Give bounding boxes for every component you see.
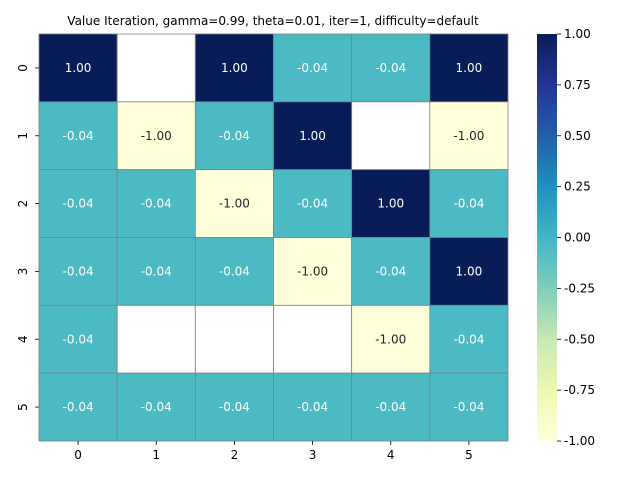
- cell-value-label: -0.04: [63, 129, 94, 143]
- cell-value-label: -0.04: [219, 264, 250, 278]
- cell-value-label: -1.00: [453, 129, 484, 143]
- cell-value-label: -0.04: [297, 197, 328, 211]
- cell-value-label: -0.04: [375, 61, 406, 75]
- cell-value-label: 1.00: [456, 61, 483, 75]
- heatmap-cell: [429, 372, 509, 442]
- y-axis: 0 1 2 3 4 5: [16, 64, 39, 411]
- heatmap-cell: [351, 169, 431, 238]
- heatmap-cell: [194, 237, 274, 306]
- cell-value-label: -0.04: [141, 264, 172, 278]
- cell-value-label: -0.04: [453, 332, 484, 346]
- cell-value-label: -0.04: [141, 400, 172, 414]
- x-tick-label: 2: [231, 448, 239, 462]
- heatmap-cell: [273, 33, 353, 103]
- cell-value-label: 1.00: [221, 61, 248, 75]
- heatmap-cell: [194, 101, 274, 171]
- heatmap-cell: [351, 33, 431, 103]
- x-axis: 0 1 2 3 4 5: [74, 441, 473, 462]
- y-tick-label: 5: [16, 403, 30, 411]
- x-tick-label: 3: [309, 448, 317, 462]
- cell-value-label: -0.04: [141, 197, 172, 211]
- colorbar-gradient: [537, 34, 557, 441]
- cell-value-label: -0.04: [63, 264, 94, 278]
- heatmap-cell: [351, 101, 431, 171]
- heatmap-cell: [429, 237, 509, 306]
- colorbar-tick-label: 0.25: [564, 180, 591, 194]
- heatmap-cell: [194, 33, 274, 103]
- cell-value-label: -0.04: [63, 400, 94, 414]
- heatmap-cell: [429, 33, 509, 103]
- colorbar: 1.00 0.75 0.50 0.25 0.00 -0.25 -0.50 -0.75 -1.00: [537, 27, 595, 448]
- cell-value-label: -1.00: [297, 264, 328, 278]
- cell-value-label: -0.04: [375, 264, 406, 278]
- heatmap-cells: [38, 33, 509, 442]
- cell-value-label: -0.04: [219, 400, 250, 414]
- heatmap-cell: [351, 237, 431, 306]
- colorbar-tick-label: 0.00: [564, 231, 591, 245]
- heatmap-cell: [116, 237, 196, 306]
- cell-value-label: -0.04: [297, 61, 328, 75]
- heatmap-cell: [273, 304, 353, 374]
- x-tick-label: 4: [387, 448, 395, 462]
- heatmap-cell: [429, 169, 509, 238]
- cell-value-label: -0.04: [297, 400, 328, 414]
- cell-value-label: 1.00: [377, 197, 404, 211]
- heatmap-cell: [273, 372, 353, 442]
- y-tick-label: 0: [16, 64, 30, 72]
- cell-value-label: -1.00: [141, 129, 172, 143]
- cell-value-label: -0.04: [375, 400, 406, 414]
- heatmap-cell: [194, 372, 274, 442]
- y-tick-label: 3: [16, 268, 30, 276]
- cell-value-label: -0.04: [63, 197, 94, 211]
- colorbar-tick-label: -0.75: [564, 383, 595, 397]
- heatmap-cell: [116, 169, 196, 238]
- heatmap-cell: [194, 304, 274, 374]
- x-tick-label: 1: [152, 448, 160, 462]
- heatmap-cell: [116, 372, 196, 442]
- heatmap-cell: [116, 33, 196, 103]
- heatmap-cell: [273, 169, 353, 238]
- cell-value-label: -0.04: [63, 332, 94, 346]
- colorbar-tick-label: -0.25: [564, 281, 595, 295]
- cell-value-label: 1.00: [65, 61, 92, 75]
- x-tick-label: 0: [74, 448, 82, 462]
- heatmap-cell: [429, 304, 509, 374]
- cell-value-label: 1.00: [456, 264, 483, 278]
- heatmap-cell: [38, 33, 118, 103]
- y-tick-label: 4: [16, 335, 30, 343]
- heatmap-cell: [429, 101, 509, 171]
- chart-title: Value Iteration, gamma=0.99, theta=0.01,…: [67, 14, 479, 28]
- colorbar-tick-label: 0.50: [564, 129, 591, 143]
- colorbar-tick-label: 1.00: [564, 27, 591, 41]
- y-tick-label: 2: [16, 200, 30, 208]
- colorbar-tick-label: -0.50: [564, 332, 595, 346]
- heatmap-cell-labels: 1.00 1.00 -0.04 -0.04 1.00 -0.04 -1.00 -0.04 1.0…: [63, 61, 485, 414]
- cell-value-label: 1.00: [299, 129, 326, 143]
- cell-value-label: -0.04: [453, 400, 484, 414]
- cell-value-label: -0.04: [219, 129, 250, 143]
- heatmap-cell: [38, 237, 118, 306]
- heatmap-cell: [38, 101, 118, 171]
- colorbar-tick-label: 0.75: [564, 78, 591, 92]
- x-tick-label: 5: [465, 448, 473, 462]
- cell-value-label: -1.00: [219, 197, 250, 211]
- heatmap-cell: [194, 169, 274, 238]
- y-tick-label: 1: [16, 132, 30, 140]
- heatmap-cell: [116, 304, 196, 374]
- heatmap-cell: [273, 237, 353, 306]
- cell-value-label: -0.04: [453, 197, 484, 211]
- cell-value-label: -1.00: [375, 332, 406, 346]
- heatmap-cell: [38, 304, 118, 374]
- colorbar-tick-label: -1.00: [564, 434, 595, 448]
